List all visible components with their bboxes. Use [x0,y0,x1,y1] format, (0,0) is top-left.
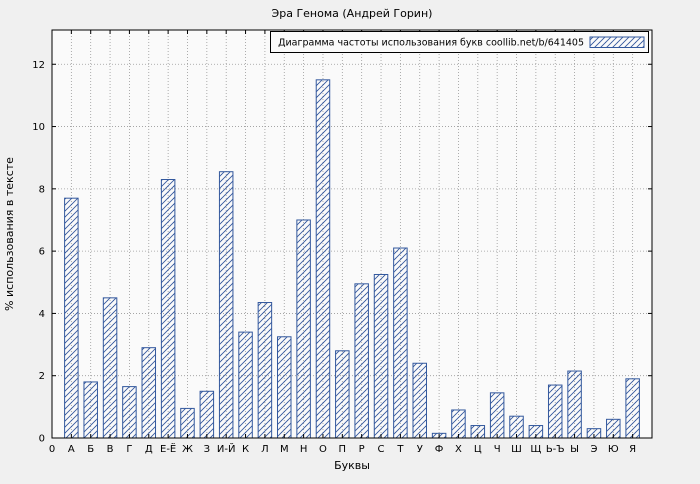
bar-Х [451,409,466,439]
legend-label: Диаграмма частоты использования букв coo… [278,38,584,49]
x-tick-label: О [319,444,327,455]
x-axis-title: Буквы [334,459,370,472]
x-tick-label: Т [396,444,404,455]
bar-Д [141,347,157,439]
bar-Н [296,219,311,439]
x-tick-label: Ж [182,444,193,455]
bar-Е-Ё [160,179,176,439]
bar-С [373,273,389,439]
bar-О [315,79,331,439]
bar-Ч [489,392,505,439]
x-tick-label: Ь-Ъ [546,444,565,455]
x-tick-label: Е-Ё [160,442,176,455]
y-tick-label: 4 [39,309,45,320]
x-tick-label: С [378,444,385,455]
y-tick-labels: 0 2 4 6 8 10 12 [32,60,45,445]
bar-Ы [567,370,582,439]
x-tick-label: Щ [530,444,541,455]
x-tick-label: П [339,444,347,455]
x-tick-label: Н [300,444,308,455]
x-tick-label: Б [87,444,94,455]
x-tick-label: И-Й [217,442,236,455]
x-tick-label: Х [455,444,462,455]
y-tick-label: 2 [39,371,45,382]
legend: Диаграмма частоты использования букв coo… [270,31,649,53]
x-tick-label: Ы [570,444,579,455]
x-tick-label: Д [145,444,153,455]
x-tick-label: Ф [435,444,444,455]
bar-Л [257,302,273,439]
x-tick-label: 0 [49,444,55,455]
x-tick-label: Ш [511,444,522,455]
bar-Р [354,283,369,439]
bar-И-Й [218,171,234,439]
x-tick-label: А [68,444,75,455]
bar-Я [625,378,640,439]
bar-Б [83,381,98,439]
bar-А [64,197,79,439]
legend-swatch [589,36,645,48]
bar-Ж [180,407,195,439]
y-tick-label: 0 [39,434,45,445]
x-tick-label: Г [126,444,132,455]
x-tick-label: М [280,444,289,455]
y-tick-label: 12 [32,60,45,71]
legend-border [270,31,649,53]
bar-У [412,362,427,439]
bar-Т [393,247,408,439]
x-tick-label: У [417,444,423,455]
x-tick-label: Р [359,444,365,455]
bar-К [238,331,253,439]
x-tick-label: Ч [494,444,501,455]
x-tick-labels: 0 А Б В Г Д Е-Ё Ж З И-Й К Л М Н О П Р С Т У Ф Х Ц Ч Ш Щ Ь-Ъ Ы Э Ю Я [49,442,636,455]
plot-border [51,29,653,439]
bar-М [277,336,292,439]
x-tick-label: З [204,444,210,455]
x-tick-label: Л [261,444,269,455]
y-axis-title: % использования в тексте [3,157,16,311]
chart-title: Эра Генома (Андрей Горин) [272,7,433,20]
x-tick-label: Ц [474,444,482,455]
x-tick-label: Я [629,444,636,455]
plot-area: 0 А Б В Г Д Е-Ё Ж З И-Й К Л М Н О П Р С Т У Ф Х Ц Ч Ш Щ Ь-Ъ Ы Э Ю Я 0 2 4… [32,29,653,455]
bar-П [335,350,350,439]
bar-В [102,297,118,439]
y-tick-label: 10 [32,122,45,133]
bar-Г [122,386,137,439]
x-tick-label: В [107,444,114,455]
y-tick-label: 8 [39,184,45,195]
bar-З [199,390,215,439]
x-tick-label: Э [590,444,597,455]
y-tick-label: 6 [39,247,45,258]
x-tick-label: К [242,444,249,455]
x-tick-label: Ю [608,444,619,455]
bars [64,79,640,439]
bar-Ь-Ъ [547,384,563,439]
